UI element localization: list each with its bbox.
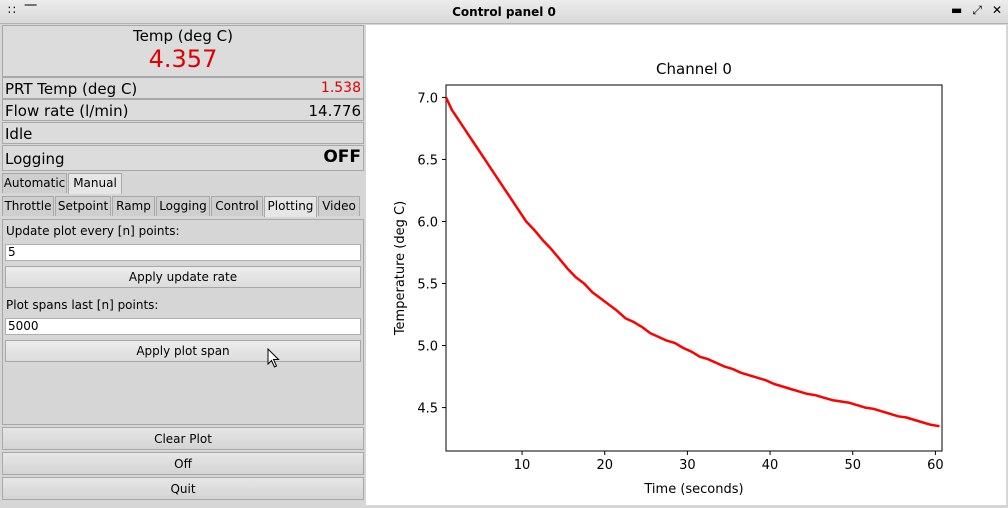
temp-label: Temp (deg C) — [133, 27, 233, 45]
flow-rate-label: Flow rate (l/min) — [5, 102, 129, 120]
x-tick-label: 50 — [844, 458, 861, 473]
logging-value: OFF — [323, 147, 361, 167]
y-tick-label: 5.5 — [417, 278, 438, 293]
update-rate-input[interactable]: 5 — [5, 244, 361, 261]
plot-canvas: Channel 0 10 20 30 40 50 60 4.5 5.0 5.5 6.0 6.5 7.… — [366, 25, 1006, 505]
tab-manual[interactable]: Manual — [68, 173, 122, 194]
close-icon[interactable]: ✕ — [991, 3, 1002, 17]
state-row: Idle — [2, 122, 364, 144]
prt-temp-value: 1.538 — [320, 80, 361, 96]
x-tick-label: 20 — [596, 458, 613, 473]
x-axis-label: Time (seconds) — [643, 482, 743, 497]
logging-label: Logging — [5, 150, 65, 168]
flow-rate-value: 14.776 — [308, 102, 362, 120]
y-tick-label: 6.0 — [417, 215, 438, 230]
tab-automatic[interactable]: Automatic — [2, 173, 67, 193]
x-tick-label: 10 — [514, 458, 531, 473]
state-label: Idle — [5, 125, 33, 143]
y-tick-label: 4.5 — [417, 402, 438, 417]
tab-setpoint[interactable]: Setpoint — [55, 196, 111, 216]
y-tick-label: 5.0 — [417, 340, 438, 355]
x-tick-label: 40 — [762, 458, 779, 473]
apply-update-rate-button[interactable]: Apply update rate — [5, 266, 361, 288]
clear-plot-button[interactable]: Clear Plot — [2, 427, 364, 450]
tab-control[interactable]: Control — [211, 196, 263, 216]
tab-plotting[interactable]: Plotting — [264, 196, 317, 217]
tab-logging[interactable]: Logging — [156, 196, 210, 216]
y-axis-label: Temperature (deg C) — [393, 201, 408, 336]
window-title: Control panel 0 — [452, 5, 556, 19]
prt-temp-row: PRT Temp (deg C) 1.538 — [2, 77, 364, 99]
logging-row: Logging OFF — [2, 145, 364, 171]
prt-temp-label: PRT Temp (deg C) — [5, 80, 138, 98]
quit-button[interactable]: Quit — [2, 477, 364, 500]
window-controls: ▬ ⤢ ✕ — [941, 3, 1002, 18]
off-button[interactable]: Off — [2, 452, 364, 475]
tab-ramp[interactable]: Ramp — [112, 196, 155, 216]
chart-title: Channel 0 — [656, 60, 732, 78]
temp-display: Temp (deg C) 4.357 — [2, 25, 364, 77]
shade-icon[interactable]: ⎺ — [24, 3, 38, 17]
x-axis: 10 20 30 40 50 60 — [514, 451, 944, 473]
apply-plot-span-button[interactable]: Apply plot span — [5, 340, 361, 362]
plot-frame — [445, 84, 943, 452]
tab-video[interactable]: Video — [318, 196, 360, 216]
tab-throttle[interactable]: Throttle — [2, 196, 54, 216]
temperature-chart: Channel 0 10 20 30 40 50 60 4.5 5.0 5.5 6.0 6.5 7.… — [393, 60, 944, 497]
window-menu[interactable]: ∷ ⎺ — [8, 3, 46, 18]
mouse-cursor-icon — [267, 348, 280, 368]
title-bar: ∷ ⎺ Control panel 0 ▬ ⤢ ✕ — [0, 0, 1008, 24]
plot-span-label: Plot spans last [n] points: — [6, 298, 159, 312]
x-tick-label: 60 — [927, 458, 944, 473]
plotting-panel: Update plot every [n] points: 5 Apply up… — [2, 219, 364, 425]
grip-icon[interactable]: ∷ — [8, 3, 17, 17]
series-line — [444, 96, 940, 428]
plot-span-input[interactable]: 5000 — [5, 318, 361, 335]
flow-rate-row: Flow rate (l/min) 14.776 — [2, 99, 364, 121]
control-sidebar: Temp (deg C) 4.357 PRT Temp (deg C) 1.53… — [2, 25, 364, 505]
y-axis: 4.5 5.0 5.5 6.0 6.5 7.0 — [417, 91, 446, 417]
x-tick-label: 30 — [679, 458, 696, 473]
maximize-icon[interactable]: ⤢ — [972, 3, 982, 17]
y-tick-label: 6.5 — [417, 153, 438, 168]
temp-value: 4.357 — [148, 45, 218, 73]
y-tick-label: 7.0 — [417, 91, 438, 106]
update-rate-label: Update plot every [n] points: — [6, 224, 180, 238]
minimize-icon[interactable]: ▬ — [950, 3, 963, 17]
